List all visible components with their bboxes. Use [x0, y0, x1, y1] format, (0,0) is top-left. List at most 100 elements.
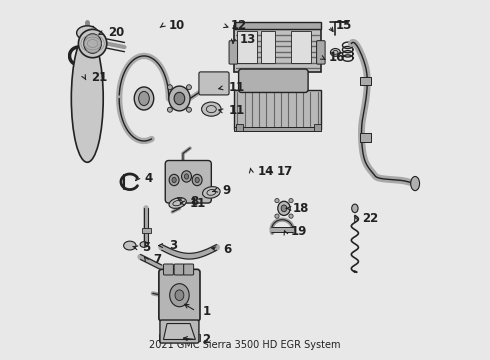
Circle shape	[289, 214, 293, 218]
FancyBboxPatch shape	[164, 264, 173, 275]
Circle shape	[282, 77, 290, 85]
Ellipse shape	[184, 174, 189, 179]
Ellipse shape	[134, 87, 154, 110]
Bar	[234, 127, 321, 131]
Ellipse shape	[84, 34, 101, 53]
FancyBboxPatch shape	[184, 264, 194, 275]
Ellipse shape	[78, 30, 107, 58]
Circle shape	[187, 85, 192, 90]
Text: 12: 12	[231, 19, 247, 32]
Ellipse shape	[174, 92, 185, 105]
Circle shape	[162, 275, 167, 280]
Ellipse shape	[140, 242, 148, 247]
Text: 11: 11	[229, 104, 245, 117]
Ellipse shape	[195, 177, 199, 183]
Ellipse shape	[202, 186, 220, 198]
Text: 4: 4	[144, 172, 152, 185]
Circle shape	[166, 329, 175, 337]
Bar	[315, 124, 321, 131]
Ellipse shape	[169, 86, 190, 111]
Circle shape	[292, 77, 301, 85]
Bar	[159, 334, 168, 341]
Text: 18: 18	[293, 202, 309, 215]
Text: 6: 6	[224, 243, 232, 256]
FancyBboxPatch shape	[130, 21, 236, 208]
Ellipse shape	[139, 91, 149, 105]
FancyBboxPatch shape	[225, 21, 328, 258]
Bar	[236, 124, 243, 131]
Bar	[291, 31, 311, 63]
FancyBboxPatch shape	[165, 161, 211, 203]
Circle shape	[162, 312, 167, 317]
FancyBboxPatch shape	[229, 41, 238, 64]
Text: 7: 7	[153, 253, 161, 266]
Circle shape	[262, 77, 270, 85]
Text: 5: 5	[142, 241, 150, 254]
Ellipse shape	[330, 49, 341, 56]
Ellipse shape	[72, 35, 103, 162]
Text: 3: 3	[169, 239, 177, 252]
Text: 10: 10	[169, 19, 185, 32]
Ellipse shape	[201, 102, 221, 116]
Text: 20: 20	[109, 26, 125, 39]
FancyBboxPatch shape	[317, 41, 325, 64]
Ellipse shape	[192, 174, 202, 186]
Bar	[234, 22, 321, 30]
Bar	[237, 31, 257, 63]
Circle shape	[168, 107, 172, 112]
Text: 13: 13	[240, 33, 256, 46]
Ellipse shape	[76, 26, 98, 40]
Circle shape	[219, 79, 225, 86]
Text: 11: 11	[229, 81, 245, 94]
Text: 11: 11	[190, 197, 206, 210]
Circle shape	[253, 77, 262, 85]
FancyBboxPatch shape	[160, 320, 199, 343]
Text: 21: 21	[91, 71, 107, 84]
Text: 2: 2	[202, 333, 211, 346]
Ellipse shape	[182, 171, 192, 182]
Circle shape	[275, 198, 279, 203]
FancyBboxPatch shape	[159, 269, 200, 321]
Bar	[191, 334, 199, 341]
Text: 22: 22	[362, 212, 378, 225]
Circle shape	[245, 77, 253, 85]
Circle shape	[272, 77, 281, 85]
Text: 15: 15	[335, 19, 352, 32]
Bar	[261, 31, 275, 63]
Circle shape	[187, 107, 192, 112]
Ellipse shape	[172, 177, 176, 183]
Ellipse shape	[170, 284, 189, 307]
Text: 2021 GMC Sierra 3500 HD EGR System: 2021 GMC Sierra 3500 HD EGR System	[149, 340, 341, 350]
Text: 8: 8	[190, 195, 198, 208]
Ellipse shape	[169, 198, 186, 208]
Ellipse shape	[123, 241, 136, 250]
FancyBboxPatch shape	[199, 72, 229, 95]
Bar	[234, 90, 321, 129]
Text: 16: 16	[328, 51, 344, 64]
Bar	[360, 77, 371, 85]
Text: 17: 17	[277, 165, 293, 177]
FancyBboxPatch shape	[268, 173, 328, 237]
Circle shape	[192, 312, 197, 317]
Ellipse shape	[281, 205, 287, 212]
Text: 14: 14	[257, 165, 274, 177]
Circle shape	[275, 214, 279, 218]
Text: 19: 19	[291, 225, 307, 238]
Bar	[142, 228, 151, 233]
FancyBboxPatch shape	[174, 264, 184, 275]
Circle shape	[168, 85, 172, 90]
Ellipse shape	[278, 201, 290, 215]
Ellipse shape	[411, 176, 419, 191]
Ellipse shape	[169, 174, 179, 186]
Circle shape	[208, 79, 215, 86]
Circle shape	[289, 198, 293, 203]
Text: 9: 9	[222, 184, 230, 197]
FancyBboxPatch shape	[239, 69, 308, 93]
Text: 1: 1	[202, 305, 211, 318]
Ellipse shape	[175, 290, 184, 301]
Circle shape	[192, 275, 197, 280]
Polygon shape	[164, 324, 196, 339]
Ellipse shape	[352, 204, 358, 213]
Bar	[360, 133, 371, 142]
Circle shape	[184, 329, 193, 337]
